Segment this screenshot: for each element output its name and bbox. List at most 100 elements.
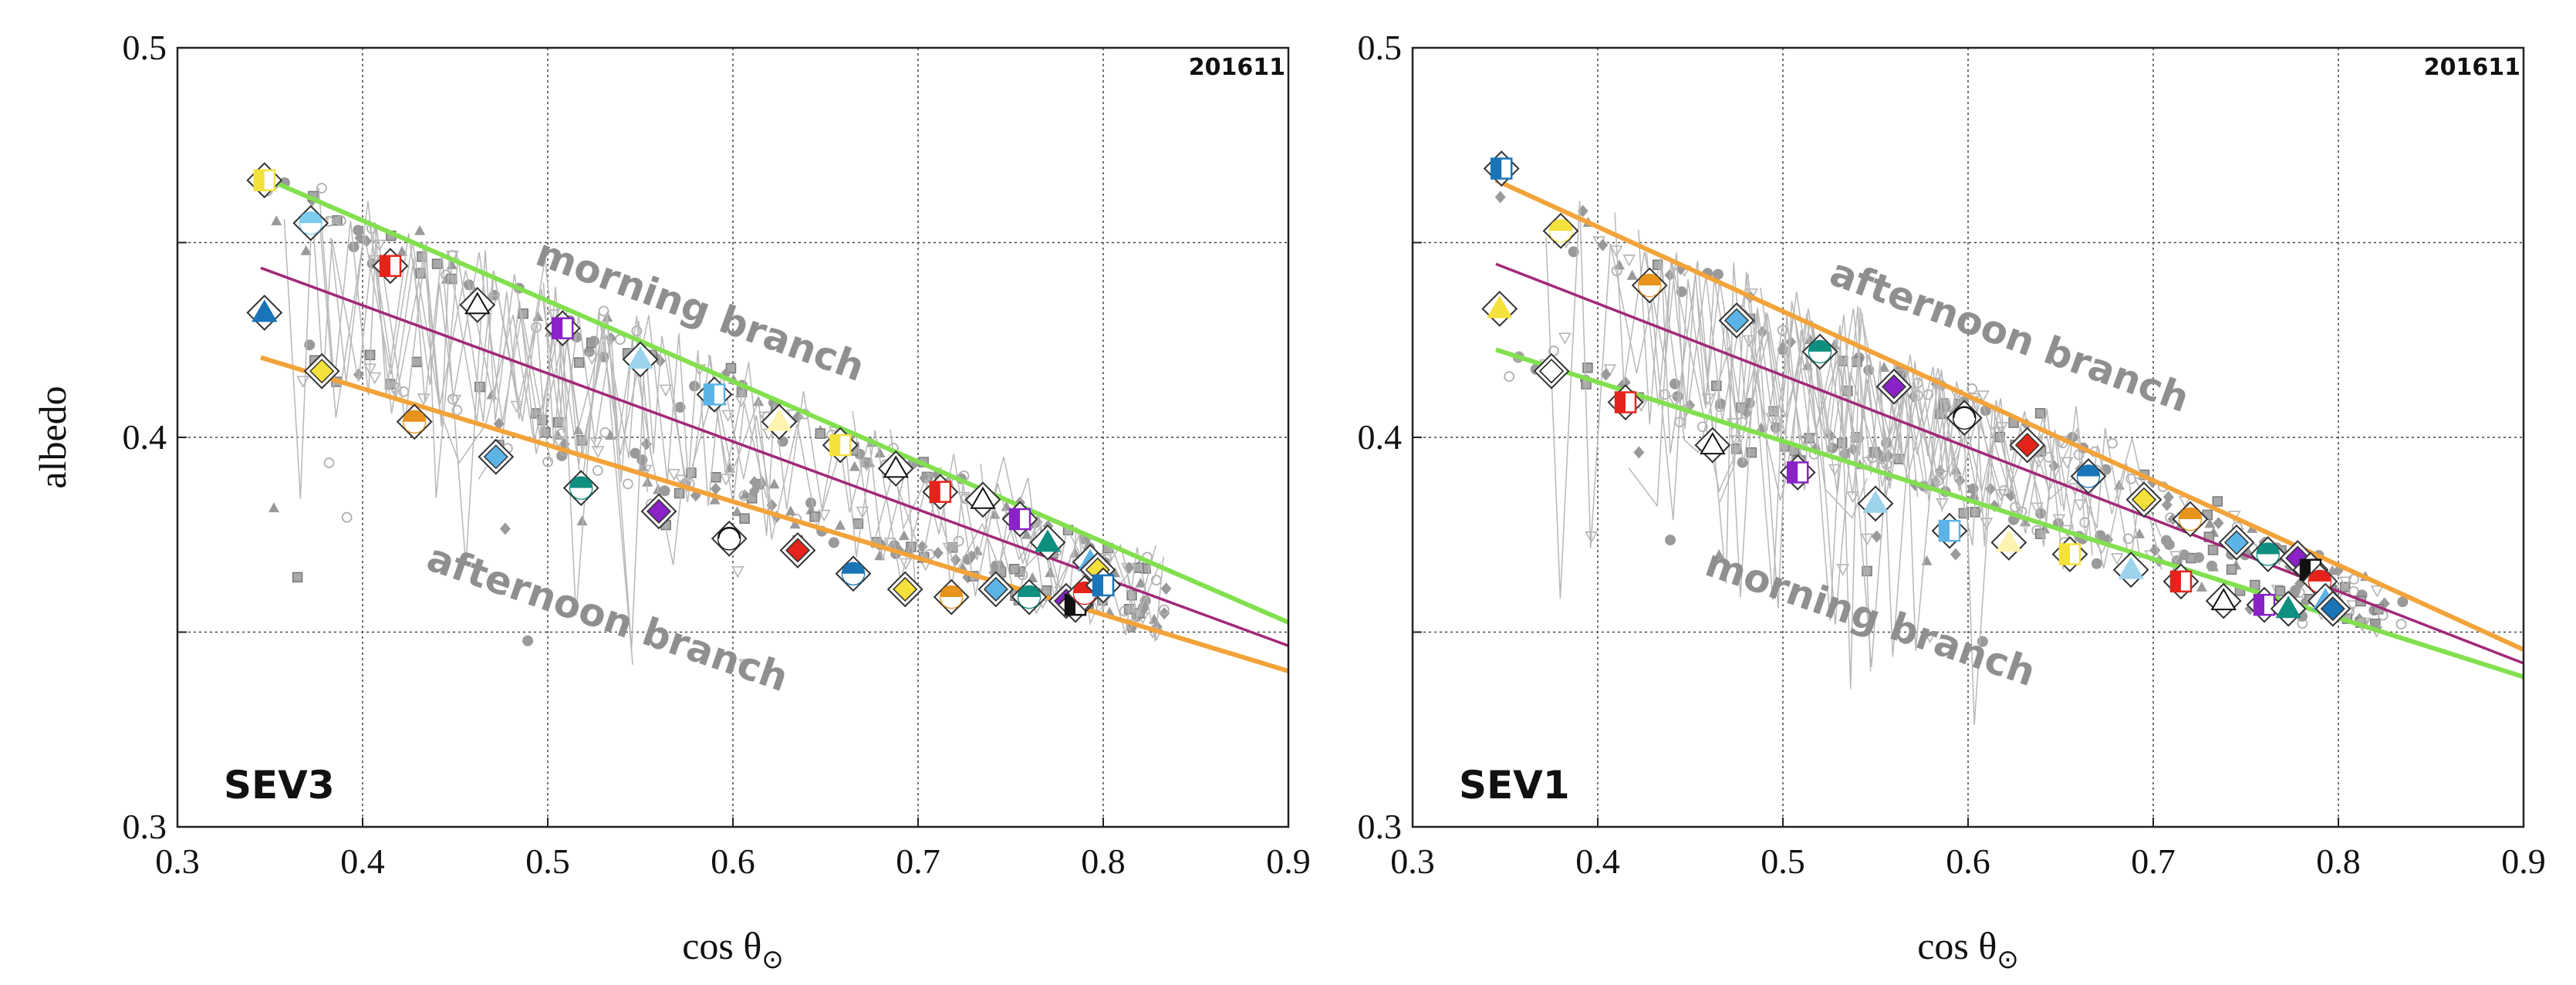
daily-mean-marker (1001, 501, 1038, 538)
daily-mean-marker (1483, 150, 1520, 187)
daily-mean-symbol (893, 576, 918, 602)
x-tick-label: 0.8 (1081, 842, 1126, 881)
daily-mean-marker (1857, 485, 1894, 522)
observation-series-line (368, 219, 653, 482)
observation-point (2212, 496, 2223, 507)
period-code: 201611 (1189, 54, 1285, 81)
observation-point (585, 353, 599, 366)
daily-mean-symbol-fill (552, 318, 563, 339)
observation-point (1603, 364, 1617, 376)
y-axis-label: albedo (31, 386, 74, 488)
x-tick-label: 0.6 (711, 842, 755, 881)
observation-point (1665, 535, 1676, 546)
daily-mean-marker (1631, 267, 1668, 304)
y-tick-label: 0.5 (123, 28, 167, 67)
observation-point (835, 519, 846, 530)
daily-mean-marker (886, 571, 923, 608)
observation-point (738, 490, 750, 501)
observation-point (341, 511, 353, 523)
observation-point (689, 380, 701, 392)
daily-mean-symbol (2131, 487, 2157, 512)
fit-line-morning (259, 174, 1288, 625)
panel-sev1: 0.3 0.4 0.5 0.6 0.7 0.8 0.9 0.3 0.4 0.5 201611 S… (1358, 28, 2546, 974)
observation-point (1626, 269, 1638, 280)
observation-point (1697, 421, 1708, 433)
x-axis-label: cos θ⊙ (682, 924, 784, 974)
daily-mean-marker (2009, 427, 2046, 464)
daily-mean-marker (711, 520, 748, 557)
observation-point (348, 241, 360, 253)
fit-line-afternoon (260, 355, 1288, 673)
daily-mean-marker (2205, 582, 2242, 619)
observation-point (576, 515, 588, 526)
daily-mean-marker (478, 438, 515, 475)
daily-mean-marker (2172, 501, 2209, 538)
observation-point (899, 558, 913, 571)
observation-point (323, 457, 335, 468)
daily-mean-symbol-fill (2257, 554, 2279, 565)
observation-point (667, 468, 681, 481)
observation-series-line (1545, 201, 1805, 599)
observation-point (1613, 259, 1625, 270)
x-tick-label: 0.5 (525, 842, 570, 881)
observation-point (631, 326, 643, 336)
daily-mean-symbol-fill (2060, 544, 2070, 565)
observation-point (397, 245, 408, 256)
daily-mean-symbol (309, 359, 335, 384)
observation-point (2122, 533, 2134, 545)
observation-series-line (1886, 379, 2162, 571)
observation-point (598, 305, 609, 317)
observation-point (300, 245, 312, 255)
daily-mean-symbol-fill (299, 223, 322, 234)
daily-mean-marker (303, 353, 340, 390)
observation-point (2370, 585, 2384, 598)
daily-mean-marker (696, 376, 733, 413)
daily-mean-marker (1542, 212, 1579, 249)
daily-mean-marker (1779, 454, 1816, 491)
daily-mean-marker (622, 341, 659, 378)
observation-point (589, 437, 603, 450)
observation-point (2208, 561, 2220, 572)
observation-point (1936, 498, 1949, 511)
daily-mean-marker (2162, 563, 2200, 600)
observation-point (552, 417, 564, 428)
fit-line-afternoon (1494, 177, 2524, 652)
observation-series-line (1879, 369, 2141, 725)
daily-mean-symbol (785, 538, 811, 563)
daily-mean-marker (2246, 586, 2283, 623)
observation-point (1568, 246, 1579, 258)
daily-mean-symbol (1881, 374, 1907, 400)
observation-point (1597, 238, 1609, 251)
y-tick-label: 0.4 (1358, 417, 1403, 457)
daily-mean-symbol (252, 299, 278, 322)
observation-point (2169, 551, 2183, 563)
daily-mean-symbol (646, 498, 672, 525)
observation-point (1977, 390, 1990, 403)
observation-point (942, 542, 956, 555)
observation-point (1879, 362, 1890, 373)
observation-point (592, 465, 603, 476)
observation-point (2034, 407, 2046, 419)
observation-point (1755, 422, 1767, 433)
observation-point (335, 215, 346, 227)
daily-mean-symbol-fill (1010, 509, 1020, 530)
daily-mean-marker (1533, 353, 1570, 390)
observation-point (2031, 502, 2044, 515)
observation-point (1670, 378, 1681, 390)
daily-mean-symbol-fill (1953, 417, 1976, 429)
observation-point (711, 471, 721, 483)
observation-point (2034, 528, 2046, 539)
daily-mean-marker (1718, 302, 1755, 339)
daily-mean-marker (2070, 458, 2107, 494)
x-tick-label: 0.4 (1575, 842, 1620, 881)
daily-mean-symbol-fill (1788, 462, 1798, 483)
observation-point (874, 447, 886, 458)
daily-mean-marker (822, 427, 859, 464)
daily-mean-symbol-fill (254, 170, 265, 191)
daily-mean-symbol-fill (570, 487, 593, 499)
daily-mean-symbol-fill (930, 481, 940, 502)
daily-mean-marker (779, 532, 816, 568)
observation-point (1135, 577, 1146, 588)
daily-mean-symbol-fill (1065, 595, 1075, 616)
